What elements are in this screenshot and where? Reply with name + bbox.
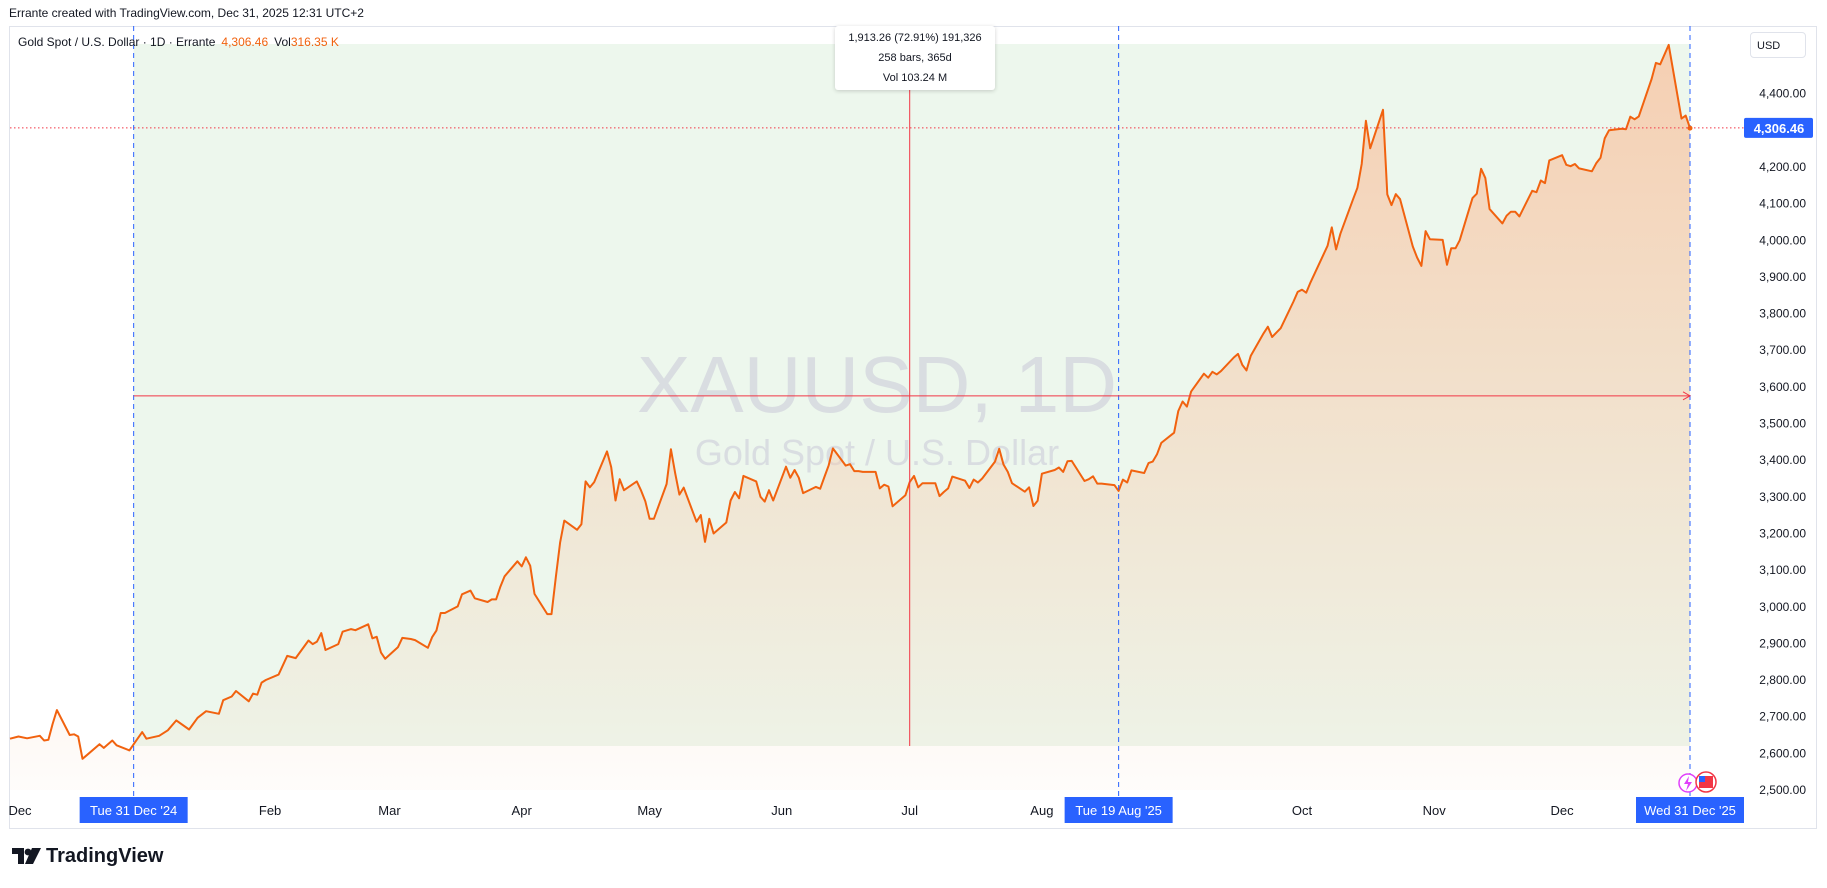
- y-tick-label: 3,900.00: [1759, 270, 1806, 284]
- legend-volume-label: Vol: [274, 35, 291, 49]
- y-tick-label: 3,300.00: [1759, 490, 1806, 504]
- tradingview-logo[interactable]: TradingView: [12, 845, 163, 868]
- x-tick-label: Feb: [259, 803, 281, 818]
- date-tag-label: Wed 31 Dec '25: [1644, 803, 1736, 818]
- currency-selector[interactable]: USD: [1750, 32, 1806, 58]
- last-price-dot: [1687, 125, 1693, 131]
- tradingview-logo-icon: [12, 847, 41, 864]
- last-price-tag-text: 4,306.46: [1754, 121, 1805, 136]
- tradingview-logo-text: TradingView: [46, 845, 164, 867]
- y-tick-label: 4,100.00: [1759, 197, 1806, 211]
- legend-price: 4,306.46: [221, 35, 269, 49]
- y-tick-label: 3,200.00: [1759, 526, 1806, 540]
- y-tick-label: 3,000.00: [1759, 600, 1806, 614]
- measure-tooltip: 1,913.26 (72.91%) 191,326 258 bars, 365d…: [835, 26, 995, 90]
- x-tick-label: Apr: [512, 803, 533, 818]
- date-tag-label: Tue 19 Aug '25: [1075, 803, 1162, 818]
- y-tick-label: 4,000.00: [1759, 233, 1806, 247]
- y-tick-label: 2,500.00: [1759, 783, 1806, 797]
- x-tick-label: Dec: [1551, 803, 1575, 818]
- y-tick-label: 4,400.00: [1759, 87, 1806, 101]
- crosshair-arrow: [1682, 391, 1692, 401]
- symbol-legend: Gold Spot / U.S. Dollar · 1D · Errante 4…: [18, 35, 339, 49]
- y-tick-label: 3,600.00: [1759, 380, 1806, 394]
- y-tick-label: 3,100.00: [1759, 563, 1806, 577]
- date-tag-label: Tue 31 Dec '24: [90, 803, 177, 818]
- x-tick-label: Mar: [378, 803, 401, 818]
- y-tick-label: 3,800.00: [1759, 307, 1806, 321]
- y-tick-label: 4,200.00: [1759, 160, 1806, 174]
- y-tick-label: 2,900.00: [1759, 636, 1806, 650]
- x-tick-label: Dec: [8, 803, 32, 818]
- y-tick-label: 2,700.00: [1759, 710, 1806, 724]
- symbol-description[interactable]: Gold Spot / U.S. Dollar · 1D · Errante: [18, 35, 216, 49]
- x-tick-label: Jun: [771, 803, 792, 818]
- price-area-fill: [10, 44, 1690, 790]
- x-tick-label: May: [637, 803, 662, 818]
- measure-change: 1,913.26 (72.91%) 191,326: [848, 32, 982, 44]
- chart-header-credit: Errante created with TradingView.com, De…: [9, 6, 364, 20]
- y-tick-label: 3,700.00: [1759, 343, 1806, 357]
- x-tick-label: Aug: [1030, 803, 1053, 818]
- x-tick-label: Jul: [901, 803, 918, 818]
- y-tick-label: 3,500.00: [1759, 417, 1806, 431]
- date-tag: [1636, 797, 1744, 823]
- y-tick-label: 3,400.00: [1759, 453, 1806, 467]
- price-line: [9, 43, 1691, 760]
- last-price-tag: [1744, 117, 1813, 138]
- x-tick-label: Oct: [1292, 803, 1313, 818]
- lightning-icon: [1684, 776, 1692, 791]
- x-tick-label: Nov: [1423, 803, 1447, 818]
- legend-volume-value: 316.35 K: [290, 35, 339, 49]
- watermark-title: XAUUSD, 1D: [637, 340, 1117, 429]
- date-tag: [1064, 797, 1173, 823]
- measure-volume: Vol 103.24 M: [882, 72, 948, 84]
- date-tag: [79, 797, 188, 823]
- measure-bars: 258 bars, 365d: [878, 52, 952, 64]
- us-flag-canton: [1699, 776, 1705, 782]
- y-tick-label: 2,800.00: [1759, 673, 1806, 687]
- y-tick-label: 2,600.00: [1759, 746, 1806, 760]
